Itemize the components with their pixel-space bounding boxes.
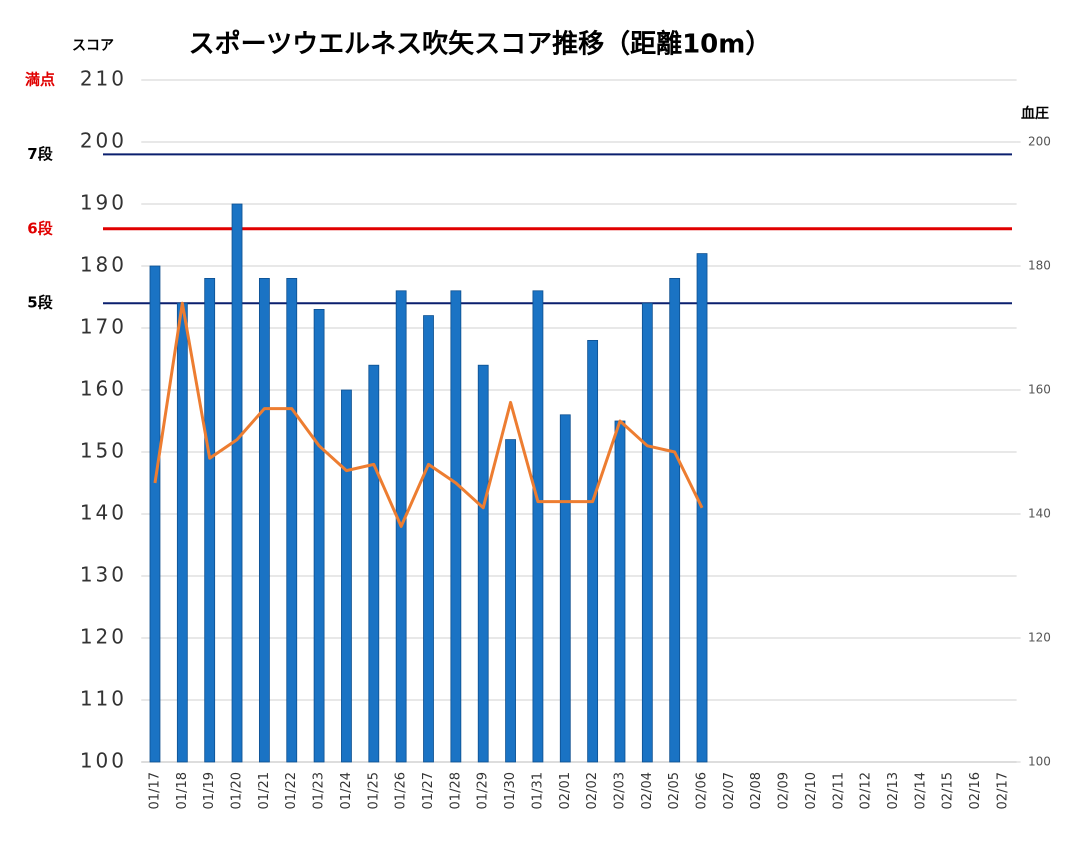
bar — [559, 414, 571, 763]
y-tick-label: 140 — [80, 501, 127, 525]
x-tick-label: 01/22 — [284, 772, 299, 809]
bar — [149, 265, 161, 763]
y2-axis-label: 血圧 — [1021, 105, 1049, 122]
bar — [423, 315, 434, 763]
x-tick-label: 01/23 — [312, 772, 327, 809]
x-tick-label: 01/29 — [476, 772, 491, 809]
bar — [368, 364, 380, 763]
bar — [258, 277, 270, 763]
x-tick-label: 02/16 — [968, 772, 983, 809]
bar — [286, 277, 298, 763]
x-tick-label: 02/10 — [804, 772, 819, 809]
reference-label: 5段 — [27, 294, 52, 312]
x-tick-label: 01/17 — [147, 772, 162, 809]
x-tick-label: 01/24 — [339, 772, 354, 809]
x-tick-label: 02/11 — [831, 772, 846, 809]
x-tick-label: 01/19 — [202, 772, 217, 809]
bar — [614, 420, 626, 763]
x-tick-label: 02/15 — [941, 772, 956, 809]
line — [153, 301, 704, 528]
x-tick-label: 02/02 — [585, 772, 600, 809]
x-tick-label: 02/17 — [995, 772, 1010, 809]
y2-tick-label: 120 — [1028, 631, 1051, 645]
x-tick-label: 01/30 — [503, 772, 518, 809]
bar — [341, 389, 352, 763]
y-tick-label: 150 — [80, 439, 127, 463]
y-tick-label: 160 — [80, 377, 127, 401]
bar — [450, 290, 462, 763]
x-tick-label: 01/28 — [448, 772, 463, 809]
bar — [204, 277, 216, 763]
bar — [176, 302, 188, 763]
y2-tick-label: 180 — [1028, 259, 1051, 273]
bar — [505, 439, 516, 763]
y-tick-label: 180 — [80, 253, 127, 277]
y2-tick-label: 140 — [1028, 507, 1051, 521]
x-tick-label: 02/03 — [612, 772, 627, 809]
bar — [587, 339, 599, 763]
x-tick-label: 02/04 — [640, 772, 655, 809]
x-tick-label: 02/05 — [667, 772, 682, 809]
y-tick-label: 120 — [80, 625, 127, 649]
bar — [532, 290, 544, 763]
reference-label: 6段 — [27, 219, 52, 237]
x-tick-label: 01/25 — [366, 772, 381, 809]
x-tick-label: 02/12 — [859, 772, 874, 809]
y-tick-label: 100 — [80, 749, 127, 773]
bar — [231, 203, 243, 763]
x-tick-label: 02/06 — [695, 772, 710, 809]
x-tick-label: 02/01 — [558, 772, 573, 809]
x-tick-label: 02/14 — [913, 772, 928, 809]
x-tick-label: 01/26 — [394, 772, 409, 809]
chart-title: スポーツウエルネス吹矢スコア推移（距離10m） — [189, 29, 772, 60]
x-tick-label: 02/08 — [749, 772, 764, 809]
y-tick-label: 190 — [80, 191, 127, 215]
x-tick-label: 02/09 — [777, 772, 792, 809]
bar — [477, 364, 489, 763]
x-tick-label: 01/18 — [175, 772, 190, 809]
bar — [669, 277, 681, 763]
y-axis-label: スコア — [72, 38, 114, 54]
bar — [313, 308, 325, 763]
y-tick-label: 110 — [80, 687, 127, 711]
y-tick-label: 170 — [80, 315, 127, 339]
y-tick-label: 130 — [80, 563, 127, 587]
x-tick-label: 01/27 — [421, 772, 436, 809]
x-tick-label: 01/21 — [257, 772, 272, 809]
bar — [641, 302, 653, 763]
x-tick-label: 02/07 — [722, 772, 737, 809]
y-tick-label: 210 — [80, 67, 127, 91]
y2-tick-label: 160 — [1028, 383, 1051, 397]
x-tick-label: 01/31 — [530, 772, 545, 809]
x-tick-label: 02/13 — [886, 772, 901, 809]
y-tick-label: 200 — [80, 129, 127, 153]
reference-label: 7段 — [27, 145, 52, 163]
y2-tick-label: 200 — [1028, 135, 1051, 149]
reference-label: 満点 — [25, 71, 55, 89]
x-tick-label: 01/20 — [230, 772, 245, 809]
y2-tick-label: 100 — [1028, 755, 1051, 769]
